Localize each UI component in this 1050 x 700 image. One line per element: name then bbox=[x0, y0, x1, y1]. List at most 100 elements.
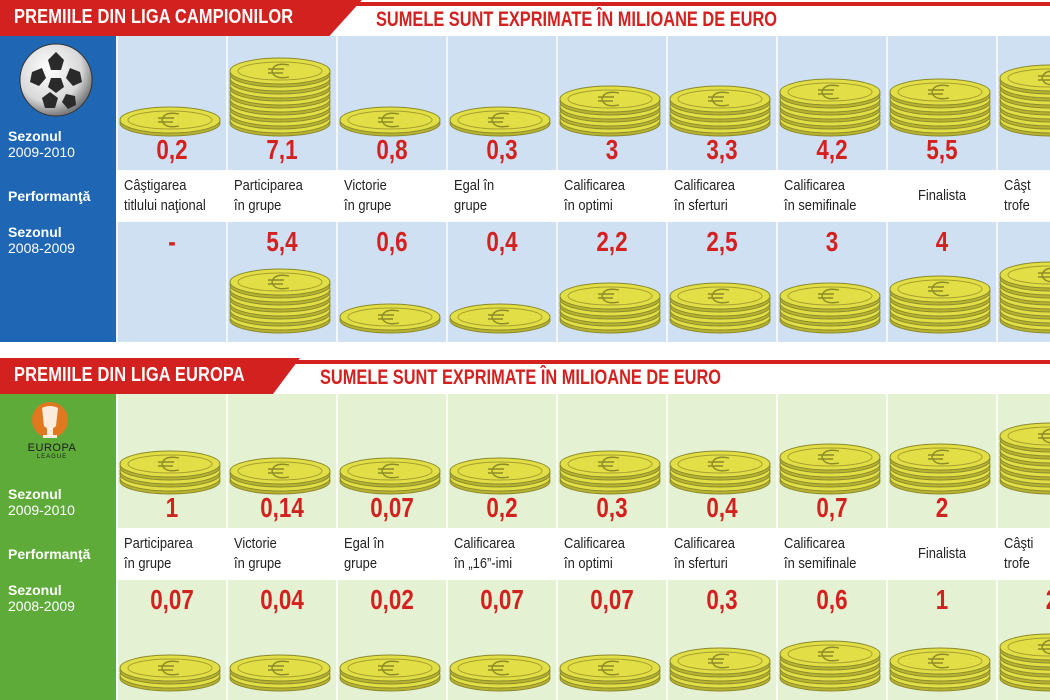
coin bbox=[559, 654, 661, 685]
value-2008-2009: 0,6 bbox=[376, 226, 408, 257]
performance-category: Câştigarea titlului naţional bbox=[124, 177, 206, 214]
header-line bbox=[0, 2, 1050, 6]
value-2008-2009: 0,6 bbox=[816, 584, 848, 615]
euro-symbol-icon bbox=[268, 660, 290, 676]
euro-symbol-icon bbox=[158, 456, 180, 472]
coin bbox=[119, 654, 221, 685]
value-2008-2009: 1 bbox=[935, 584, 949, 615]
column-divider bbox=[886, 394, 888, 700]
performance-category: Calificarea în optimi bbox=[564, 535, 625, 572]
value-2008-2009: 0,04 bbox=[260, 584, 304, 615]
value-2008-2009: 3 bbox=[825, 226, 839, 257]
value-2009-2010: 0,2 bbox=[486, 492, 518, 523]
coin-stack-2008-2009 bbox=[559, 654, 661, 692]
coin bbox=[339, 106, 441, 137]
coin bbox=[339, 303, 441, 334]
coin-stack-2009-2010 bbox=[119, 106, 221, 137]
euro-symbol-icon bbox=[708, 91, 730, 107]
champions-league-panel: PREMIILE DIN LIGA CAMPIONILOR SUMELE SUN… bbox=[0, 0, 1050, 342]
coin-stack-2009-2010 bbox=[669, 450, 771, 495]
value-2008-2009: 0,3 bbox=[706, 584, 738, 615]
value-2008-2009: 0,07 bbox=[480, 584, 524, 615]
coin bbox=[449, 106, 551, 137]
coin-stack-2009-2010 bbox=[779, 78, 881, 137]
euro-symbol-icon bbox=[928, 281, 950, 297]
value-2008-2009: 4 bbox=[935, 226, 949, 257]
euro-symbol-icon bbox=[488, 309, 510, 325]
coin bbox=[889, 275, 991, 306]
value-2008-2009: - bbox=[168, 226, 176, 257]
value-2009-2010: 2 bbox=[935, 492, 949, 523]
euro-symbol-icon bbox=[708, 288, 730, 304]
performance-category: Victorie în grupe bbox=[234, 535, 282, 572]
coin-stack-2009-2010 bbox=[669, 85, 771, 137]
column-divider bbox=[116, 394, 118, 700]
coin bbox=[779, 78, 881, 109]
euro-symbol-icon bbox=[268, 463, 290, 479]
column-divider bbox=[226, 394, 228, 700]
euro-symbol-icon bbox=[818, 646, 840, 662]
coin-stack-2009-2010 bbox=[339, 106, 441, 137]
value-2009-2010: 5,5 bbox=[926, 134, 958, 165]
euro-symbol-icon bbox=[378, 309, 400, 325]
coin bbox=[779, 640, 881, 671]
panel-header: PREMIILE DIN LIGA CAMPIONILOR SUMELE SUN… bbox=[0, 0, 1050, 36]
euro-symbol-icon bbox=[818, 449, 840, 465]
euro-symbol-icon bbox=[158, 112, 180, 128]
performance-category: Finalista bbox=[917, 187, 967, 204]
euro-symbol-icon bbox=[818, 288, 840, 304]
coin bbox=[669, 647, 771, 678]
coin-stack-2009-2010 bbox=[559, 450, 661, 495]
coin bbox=[229, 57, 331, 88]
performance-category: Participarea în grupe bbox=[124, 535, 193, 572]
coin-stack-2008-2009 bbox=[779, 640, 881, 692]
performance-category: Calificarea în „16”-imi bbox=[454, 535, 515, 572]
coin-stack-2009-2010 bbox=[449, 457, 551, 495]
coin-stack-2008-2009 bbox=[229, 654, 331, 692]
value-2009-2010: 0,7 bbox=[816, 492, 848, 523]
europa-league-cup-icon bbox=[32, 402, 68, 438]
europa-league-logo-text: EUROPA LEAGUE bbox=[22, 442, 82, 460]
panel-subtitle: SUMELE SUNT EXPRIMATE ÎN MILIOANE DE EUR… bbox=[376, 8, 778, 31]
euro-symbol-icon bbox=[708, 456, 730, 472]
column-divider bbox=[666, 36, 668, 342]
panel-title: PREMIILE DIN LIGA CAMPIONILOR bbox=[14, 6, 294, 28]
performance-category: Finalista bbox=[917, 545, 967, 562]
column-divider bbox=[556, 394, 558, 700]
coin-stack-2008-2009 bbox=[229, 268, 331, 334]
performance-category: Câşt trofe bbox=[1004, 177, 1031, 214]
coin-stack-2008-2009 bbox=[889, 275, 991, 334]
euro-symbol-icon bbox=[488, 660, 510, 676]
coin-stack-2008-2009 bbox=[669, 282, 771, 334]
coin bbox=[229, 268, 331, 299]
header-tab bbox=[0, 358, 300, 394]
performance-category: Calificarea în semifinale bbox=[784, 535, 857, 572]
value-2008-2009: 0,07 bbox=[150, 584, 194, 615]
euro-symbol-icon bbox=[598, 660, 620, 676]
value-2008-2009: 2 bbox=[1009, 584, 1050, 616]
performance-category: Egal în grupe bbox=[454, 177, 495, 214]
euro-symbol-icon bbox=[268, 63, 290, 79]
value-2009-2010: 1 bbox=[165, 492, 179, 523]
coin-stack-2009-2010 bbox=[999, 422, 1050, 495]
europa-league-panel: PREMIILE DIN LIGA EUROPA SUMELE SUNT EXP… bbox=[0, 358, 1050, 700]
performance-category: Victorie în grupe bbox=[344, 177, 392, 214]
performance-category: Calificarea în semifinale bbox=[784, 177, 857, 214]
value-2009-2010: 3,3 bbox=[706, 134, 738, 165]
value-2008-2009: 0,02 bbox=[370, 584, 414, 615]
coin bbox=[449, 303, 551, 334]
coin-stack-2009-2010 bbox=[339, 457, 441, 495]
performance-label: Performanţă bbox=[8, 188, 91, 204]
season-label-2008-2009: Sezonul 2008-2009 bbox=[8, 582, 75, 614]
performance-category: Câşti trofe bbox=[1004, 535, 1034, 572]
value-2009-2010: 0,3 bbox=[596, 492, 628, 523]
euro-symbol-icon bbox=[488, 112, 510, 128]
value-2008-2009: 5,4 bbox=[266, 226, 298, 257]
euro-symbol-icon bbox=[598, 91, 620, 107]
coin-stack-2009-2010 bbox=[999, 64, 1050, 137]
coin-stack-2008-2009 bbox=[889, 647, 991, 692]
coin bbox=[889, 443, 991, 474]
euro-symbol-icon bbox=[1038, 639, 1050, 655]
euro-symbol-icon bbox=[378, 660, 400, 676]
coin bbox=[119, 450, 221, 481]
